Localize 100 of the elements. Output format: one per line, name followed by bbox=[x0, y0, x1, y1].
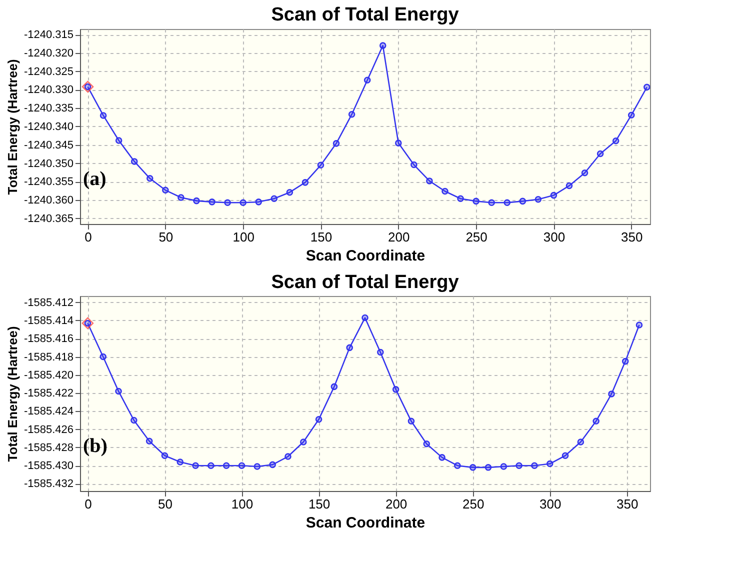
x-tick-label: 150 bbox=[310, 230, 332, 244]
point bbox=[454, 462, 461, 469]
x-tick-label: 350 bbox=[616, 496, 638, 512]
y-tick-label: -1240.335 bbox=[24, 102, 74, 115]
point bbox=[330, 383, 338, 390]
point bbox=[240, 199, 246, 206]
point bbox=[392, 386, 400, 393]
point bbox=[208, 462, 214, 469]
x-tick-label: 200 bbox=[388, 230, 410, 244]
annotation: (b) bbox=[83, 435, 108, 457]
point bbox=[531, 462, 538, 469]
point bbox=[504, 199, 510, 206]
point bbox=[362, 314, 368, 322]
point bbox=[442, 188, 448, 195]
point bbox=[162, 186, 169, 194]
point bbox=[146, 438, 153, 444]
y-tick-label: -1585.424 bbox=[24, 406, 74, 418]
point bbox=[146, 174, 154, 182]
point bbox=[408, 418, 415, 425]
x-tick-label: 50 bbox=[158, 230, 174, 244]
point bbox=[254, 463, 261, 470]
point bbox=[115, 388, 122, 395]
point bbox=[592, 418, 600, 425]
point bbox=[178, 194, 184, 201]
point bbox=[622, 358, 629, 365]
point bbox=[222, 462, 230, 469]
point bbox=[379, 42, 386, 49]
point bbox=[628, 112, 635, 118]
point bbox=[410, 161, 418, 168]
y-tick-label: -1240.355 bbox=[24, 176, 74, 188]
point bbox=[546, 460, 554, 468]
point bbox=[636, 322, 643, 328]
annotation: (a) bbox=[83, 168, 106, 190]
point bbox=[516, 462, 522, 469]
point bbox=[82, 80, 94, 93]
x-tick-label: 0 bbox=[84, 496, 92, 512]
chart-title: Scan of Total Energy bbox=[271, 272, 460, 293]
point bbox=[596, 150, 604, 158]
point bbox=[438, 454, 446, 461]
x-tick-label: 350 bbox=[621, 230, 643, 244]
x-tick-label: 250 bbox=[466, 230, 488, 244]
point bbox=[192, 462, 199, 469]
point bbox=[130, 158, 138, 165]
point bbox=[332, 140, 340, 147]
point bbox=[300, 438, 307, 446]
point bbox=[608, 390, 615, 398]
point bbox=[577, 438, 584, 446]
point bbox=[270, 195, 278, 202]
x-tick-label: 100 bbox=[232, 230, 254, 244]
point bbox=[488, 199, 495, 206]
y-tick-label: -1240.330 bbox=[24, 84, 74, 96]
x-tick-label: 100 bbox=[231, 496, 254, 512]
y-tick-label: -1585.412 bbox=[24, 296, 74, 309]
point bbox=[377, 348, 384, 356]
point bbox=[82, 317, 94, 330]
point bbox=[238, 462, 246, 469]
x-tick-label: 300 bbox=[540, 496, 562, 512]
y-tick-label: -1585.426 bbox=[24, 424, 74, 436]
point bbox=[612, 137, 620, 144]
x-axis-title: Scan Coordinate bbox=[306, 514, 426, 532]
x-tick-label: 0 bbox=[84, 230, 92, 244]
y-axis-title: Total Energy (Hartree) bbox=[4, 59, 20, 195]
point bbox=[364, 76, 371, 84]
point bbox=[519, 198, 526, 205]
point bbox=[161, 452, 168, 460]
chart-title: Scan of Total Energy bbox=[271, 4, 460, 26]
point bbox=[100, 353, 106, 360]
point bbox=[255, 198, 262, 206]
y-tick-label: -1240.320 bbox=[24, 47, 74, 60]
point bbox=[286, 188, 294, 196]
point bbox=[284, 453, 292, 460]
y-tick-label: -1240.365 bbox=[24, 212, 74, 225]
y-tick-label: -1240.325 bbox=[24, 66, 74, 78]
y-tick-label: -1585.416 bbox=[24, 333, 74, 346]
y-tick-label: -1240.340 bbox=[24, 121, 74, 133]
point bbox=[346, 344, 353, 352]
y-tick-label: -1585.420 bbox=[24, 369, 74, 382]
y-tick-label: -1585.430 bbox=[24, 460, 74, 472]
point bbox=[130, 416, 138, 424]
y-tick-label: -1585.414 bbox=[24, 314, 74, 327]
point bbox=[469, 464, 476, 471]
y-tick-label: -1240.345 bbox=[24, 139, 74, 152]
y-tick-label: -1585.428 bbox=[24, 442, 74, 454]
point bbox=[550, 192, 558, 199]
point bbox=[348, 110, 356, 118]
point bbox=[534, 196, 542, 203]
point bbox=[562, 452, 569, 460]
y-axis-title: Total Energy (Hartree) bbox=[4, 326, 20, 462]
point bbox=[395, 140, 402, 146]
point bbox=[644, 84, 650, 91]
y-tick-label: -1240.315 bbox=[24, 29, 74, 42]
point bbox=[484, 464, 492, 471]
point bbox=[472, 198, 480, 205]
x-tick-label: 200 bbox=[385, 496, 408, 512]
point bbox=[315, 416, 322, 423]
point bbox=[208, 198, 216, 206]
point bbox=[100, 112, 107, 119]
point bbox=[317, 162, 324, 169]
point bbox=[423, 440, 430, 448]
y-tick-label: -1585.422 bbox=[24, 388, 74, 400]
